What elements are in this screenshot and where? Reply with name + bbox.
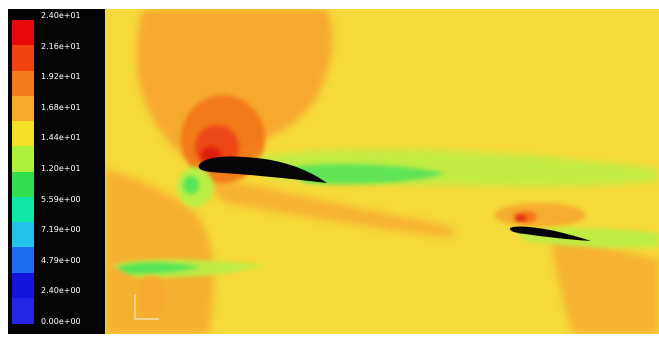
colorbar-swatch	[12, 297, 34, 324]
rear-upper-zone	[494, 203, 586, 227]
velocity-contour-plot	[105, 9, 659, 334]
colorbar-tick-label: 1.20e+01	[41, 164, 81, 173]
lower-left-zone	[105, 169, 215, 334]
colorbar-tick-label: 1.92e+01	[41, 72, 81, 82]
lower-surface-band	[211, 177, 455, 237]
main-airfoil	[198, 156, 327, 183]
lower-right-zone	[550, 235, 659, 334]
colorbar-swatch	[12, 222, 34, 248]
leading-edge-low-core	[183, 176, 199, 194]
colorbar-swatch	[12, 70, 34, 97]
rear-stagnation-peak	[516, 215, 526, 221]
colorbar-tick-label: 2.40e+01	[41, 11, 81, 20]
colorbar-tick-label: 0.00e+00	[41, 317, 81, 326]
colorbar-swatch	[12, 247, 34, 273]
colorbar-tick-label: 1.44e+01	[41, 133, 81, 143]
colorbar-swatch	[12, 196, 34, 223]
colorbar-swatch	[12, 272, 34, 299]
colorbar-tick-label: 5.59e+00	[41, 194, 81, 204]
colorbar-swatch	[12, 95, 34, 122]
colorbar-tick-label: 4.79e+00	[41, 255, 81, 265]
colorbar-tick-label: 2.16e+01	[41, 41, 81, 51]
colorbar-tick-label: 7.19e+00	[41, 225, 81, 235]
colorbar-swatch	[12, 121, 34, 147]
colorbar-tick-label: 1.68e+01	[41, 102, 81, 112]
rear-airfoil	[509, 226, 591, 241]
colorbar-swatch	[12, 171, 34, 198]
colorbar-swatch	[12, 45, 34, 71]
colorbar-swatch	[12, 146, 34, 172]
left-lower-bulge	[137, 275, 165, 319]
left-wake-inner	[117, 262, 201, 274]
colorbar-tick-label: 2.40e+00	[41, 286, 81, 296]
main-wake-inner	[285, 164, 445, 185]
colorbar-swatch	[12, 20, 34, 46]
colorbar-legend: 2.40e+01 2.16e+01 1.92e+01 1.68e+01 1.44e+01…	[8, 9, 105, 334]
